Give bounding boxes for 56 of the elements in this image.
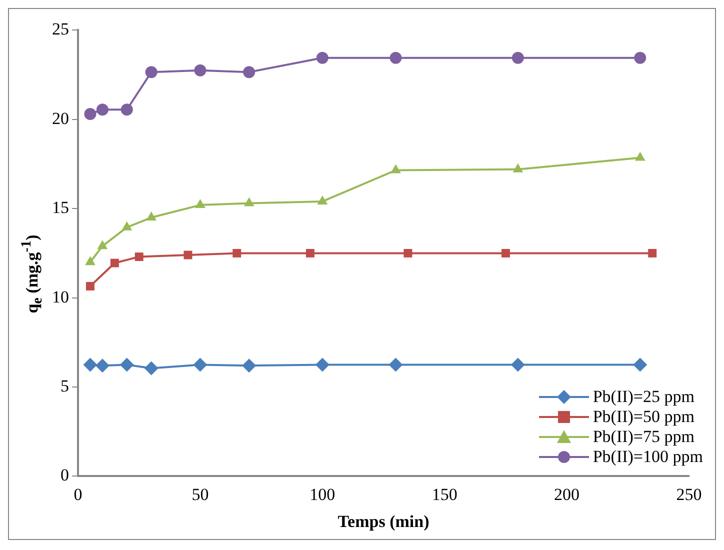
y-tick-label: 10 [52,287,69,306]
point [315,358,330,372]
y-tick-label: 0 [60,466,69,485]
legend-label: Pb(II)=50 ppm [592,407,694,427]
point [306,248,314,258]
point [244,197,254,206]
point [388,358,403,372]
x-tick-label: 0 [74,484,82,504]
point [512,163,524,172]
x-tick-label: 100 [310,484,336,504]
point [96,104,108,116]
point [144,361,158,376]
y-tick-label: 25 [52,20,69,39]
point [512,52,524,64]
point [83,358,98,372]
point [120,104,133,116]
point [194,64,206,76]
x-axis-title: Temps (min) [338,512,430,532]
point [134,252,144,262]
point [232,248,242,258]
point [634,52,646,64]
x-tick-label: 200 [554,484,580,504]
point [85,256,96,266]
point [243,66,256,78]
point [634,152,646,161]
legend-label: Pb(II)=75 ppm [592,427,694,447]
point [86,282,94,290]
point [184,250,192,260]
legend-label: Pb(II)=100 ppm [592,447,703,467]
point [317,195,328,204]
point [120,358,134,372]
y-tick-label: 5 [60,376,69,396]
point [122,221,132,230]
point [97,240,108,250]
point [146,212,157,221]
point [195,199,206,208]
legend-label: Pb(II)=25 ppm [592,387,694,407]
point [390,164,401,174]
point [501,248,510,258]
point [510,358,525,372]
y-tick-label: 15 [52,198,69,218]
point [84,108,96,120]
y-tick-label: 20 [52,108,69,128]
x-tick-label: 250 [676,484,702,504]
x-tick-label: 50 [192,484,209,504]
point [316,52,328,64]
point [193,358,208,372]
point [110,258,119,268]
point [390,52,402,64]
x-tick-label: 150 [432,484,458,504]
point [145,66,158,78]
point [242,358,256,373]
point [648,248,657,258]
point [633,358,648,372]
point [95,358,110,373]
point [404,248,412,258]
